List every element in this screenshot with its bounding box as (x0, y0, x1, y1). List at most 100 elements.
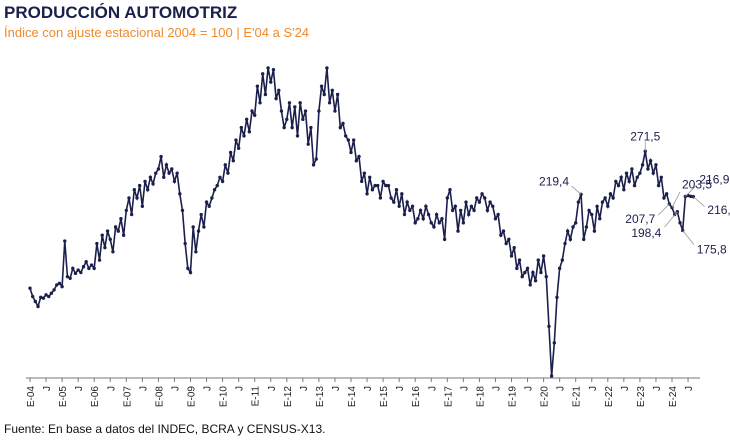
point (539, 270, 543, 275)
point (116, 229, 120, 233)
point (162, 175, 166, 179)
x-tick-label: J (524, 386, 535, 391)
point (402, 212, 407, 217)
point (557, 266, 562, 271)
point (512, 245, 516, 250)
point (49, 291, 54, 295)
point (108, 237, 112, 242)
point (151, 182, 155, 186)
point (664, 192, 669, 196)
x-tick-label: J (459, 386, 470, 391)
point (167, 171, 171, 175)
point (472, 208, 476, 213)
point (309, 125, 313, 130)
point (480, 192, 484, 196)
point (584, 225, 589, 229)
point (261, 72, 265, 76)
x-tick-label: E-23 (636, 386, 647, 408)
point (488, 200, 492, 204)
point (448, 188, 452, 192)
point (603, 196, 607, 200)
point (595, 204, 599, 208)
point (330, 88, 334, 93)
x-tick-label: J (427, 386, 438, 391)
point (218, 175, 222, 179)
point (100, 233, 104, 237)
x-tick-label: E-06 (90, 386, 101, 408)
point (186, 266, 190, 271)
x-tick-label: E-20 (540, 386, 551, 408)
point (172, 179, 177, 184)
point (269, 80, 273, 84)
point (413, 221, 417, 225)
label-leader (671, 191, 681, 208)
data-label: 271,5 (630, 129, 660, 143)
x-tick-label: E-11 (251, 386, 262, 407)
point (509, 254, 514, 258)
point (52, 288, 56, 292)
point (453, 204, 458, 208)
point (574, 221, 578, 225)
point (434, 212, 439, 217)
point (71, 266, 75, 271)
point (485, 208, 490, 213)
point (57, 281, 62, 285)
point (244, 117, 249, 122)
point (325, 66, 329, 70)
point (632, 183, 637, 188)
point (520, 274, 524, 279)
point (255, 84, 260, 88)
point (515, 266, 519, 271)
x-tick-label: E-17 (443, 386, 454, 408)
x-tick-label: E-13 (315, 386, 326, 408)
point (654, 163, 658, 167)
point (624, 171, 629, 175)
point (258, 101, 262, 105)
data-label: 203,5 (682, 178, 712, 192)
point (635, 175, 639, 179)
point (389, 196, 393, 200)
point (277, 88, 281, 93)
point (226, 171, 230, 175)
label-leader (682, 230, 695, 245)
point (63, 239, 67, 243)
point (611, 196, 615, 200)
point (678, 221, 682, 225)
point (416, 216, 420, 221)
point (432, 225, 436, 229)
point (129, 212, 134, 217)
point (76, 268, 80, 272)
point (207, 204, 211, 208)
point (271, 67, 276, 72)
point (105, 229, 110, 233)
x-tick-label: E-08 (154, 386, 165, 408)
point (614, 179, 618, 184)
point (178, 192, 182, 196)
point (253, 113, 257, 117)
label-leader (693, 196, 705, 207)
point (92, 266, 96, 271)
data-label: 175,8 (697, 243, 727, 257)
point (223, 163, 227, 167)
point (582, 237, 586, 242)
point (365, 192, 369, 196)
point (429, 221, 433, 225)
point (148, 175, 153, 179)
point (354, 159, 359, 163)
label-leader (685, 184, 697, 197)
point (293, 105, 297, 109)
point (164, 163, 169, 167)
point (426, 212, 431, 217)
point (239, 125, 244, 130)
point (533, 279, 538, 283)
series-line (29, 67, 694, 377)
point (461, 221, 466, 225)
point (135, 196, 139, 200)
label-leader (664, 211, 678, 228)
point (327, 101, 332, 105)
point (656, 183, 661, 188)
point (590, 212, 594, 217)
point (496, 212, 500, 217)
x-tick-label: J (299, 386, 310, 391)
